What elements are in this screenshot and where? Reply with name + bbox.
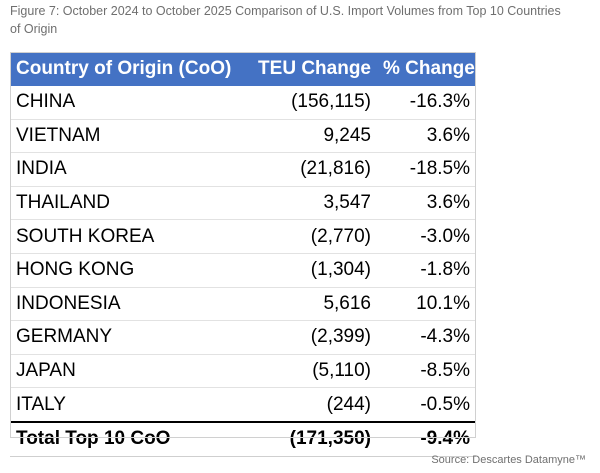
header-percent-change: % Change [377, 52, 476, 86]
table-row: THAILAND 3,547 3.6% [10, 186, 476, 221]
country-cell: INDONESIA [10, 287, 247, 322]
table-row: VIETNAM 9,245 3.6% [10, 119, 476, 154]
table-row: INDONESIA 5,616 10.1% [10, 287, 476, 322]
total-row: Total Top 10 CoO (171,350) -9.4% [10, 420, 476, 457]
teu-change-cell: 5,616 [247, 287, 377, 322]
table-row: INDIA (21,816) -18.5% [10, 152, 476, 187]
table-row: JAPAN (5,110) -8.5% [10, 354, 476, 389]
percent-change-cell: -18.5% [377, 152, 476, 187]
header-teu-change: TEU Change [247, 52, 377, 86]
teu-change-cell: (21,816) [247, 152, 377, 187]
country-cell: JAPAN [10, 354, 247, 389]
percent-change-cell: -0.5% [377, 387, 476, 423]
table-row: SOUTH KOREA (2,770) -3.0% [10, 219, 476, 254]
country-cell: ITALY [10, 387, 247, 423]
percent-change-cell: -1.8% [377, 253, 476, 288]
country-cell: VIETNAM [10, 119, 247, 154]
percent-change-cell: 3.6% [377, 119, 476, 154]
table-body: CHINA (156,115) -16.3% VIETNAM 9,245 3.6% INDI… [10, 86, 476, 457]
teu-change-cell: (2,399) [247, 320, 377, 355]
country-cell: THAILAND [10, 186, 247, 221]
total-percent-change-cell: -9.4% [377, 420, 476, 457]
percent-change-cell: -4.3% [377, 320, 476, 355]
total-label-cell: Total Top 10 CoO [10, 420, 247, 457]
figure-caption: Figure 7: October 2024 to October 2025 C… [10, 4, 561, 36]
percent-change-cell: -8.5% [377, 354, 476, 389]
teu-change-cell: (5,110) [247, 354, 377, 389]
percent-change-cell: -3.0% [377, 219, 476, 254]
country-cell: SOUTH KOREA [10, 219, 247, 254]
source-note: Source: Descartes Datamyne™ [431, 454, 586, 466]
table-row: GERMANY (2,399) -4.3% [10, 320, 476, 355]
teu-change-cell: (2,770) [247, 219, 377, 254]
country-cell: INDIA [10, 152, 247, 187]
import-volume-table-container: Country of Origin (CoO) TEU Change % Cha… [10, 52, 476, 457]
table-row: ITALY (244) -0.5% [10, 387, 476, 423]
percent-change-cell: 10.1% [377, 287, 476, 322]
percent-change-cell: 3.6% [377, 186, 476, 221]
teu-change-cell: 9,245 [247, 119, 377, 154]
header-country: Country of Origin (CoO) [10, 52, 247, 86]
table-row: HONG KONG (1,304) -1.8% [10, 253, 476, 288]
country-cell: CHINA [10, 86, 247, 120]
header-row: Country of Origin (CoO) TEU Change % Cha… [10, 52, 476, 86]
country-cell: GERMANY [10, 320, 247, 355]
teu-change-cell: (156,115) [247, 86, 377, 120]
total-teu-change-cell: (171,350) [247, 420, 377, 457]
teu-change-cell: (1,304) [247, 253, 377, 288]
table-row: CHINA (156,115) -16.3% [10, 86, 476, 120]
teu-change-cell: (244) [247, 387, 377, 423]
percent-change-cell: -16.3% [377, 86, 476, 120]
table-header: Country of Origin (CoO) TEU Change % Cha… [10, 52, 476, 86]
teu-change-cell: 3,547 [247, 186, 377, 221]
import-volume-table: Country of Origin (CoO) TEU Change % Cha… [10, 52, 476, 457]
country-cell: HONG KONG [10, 253, 247, 288]
